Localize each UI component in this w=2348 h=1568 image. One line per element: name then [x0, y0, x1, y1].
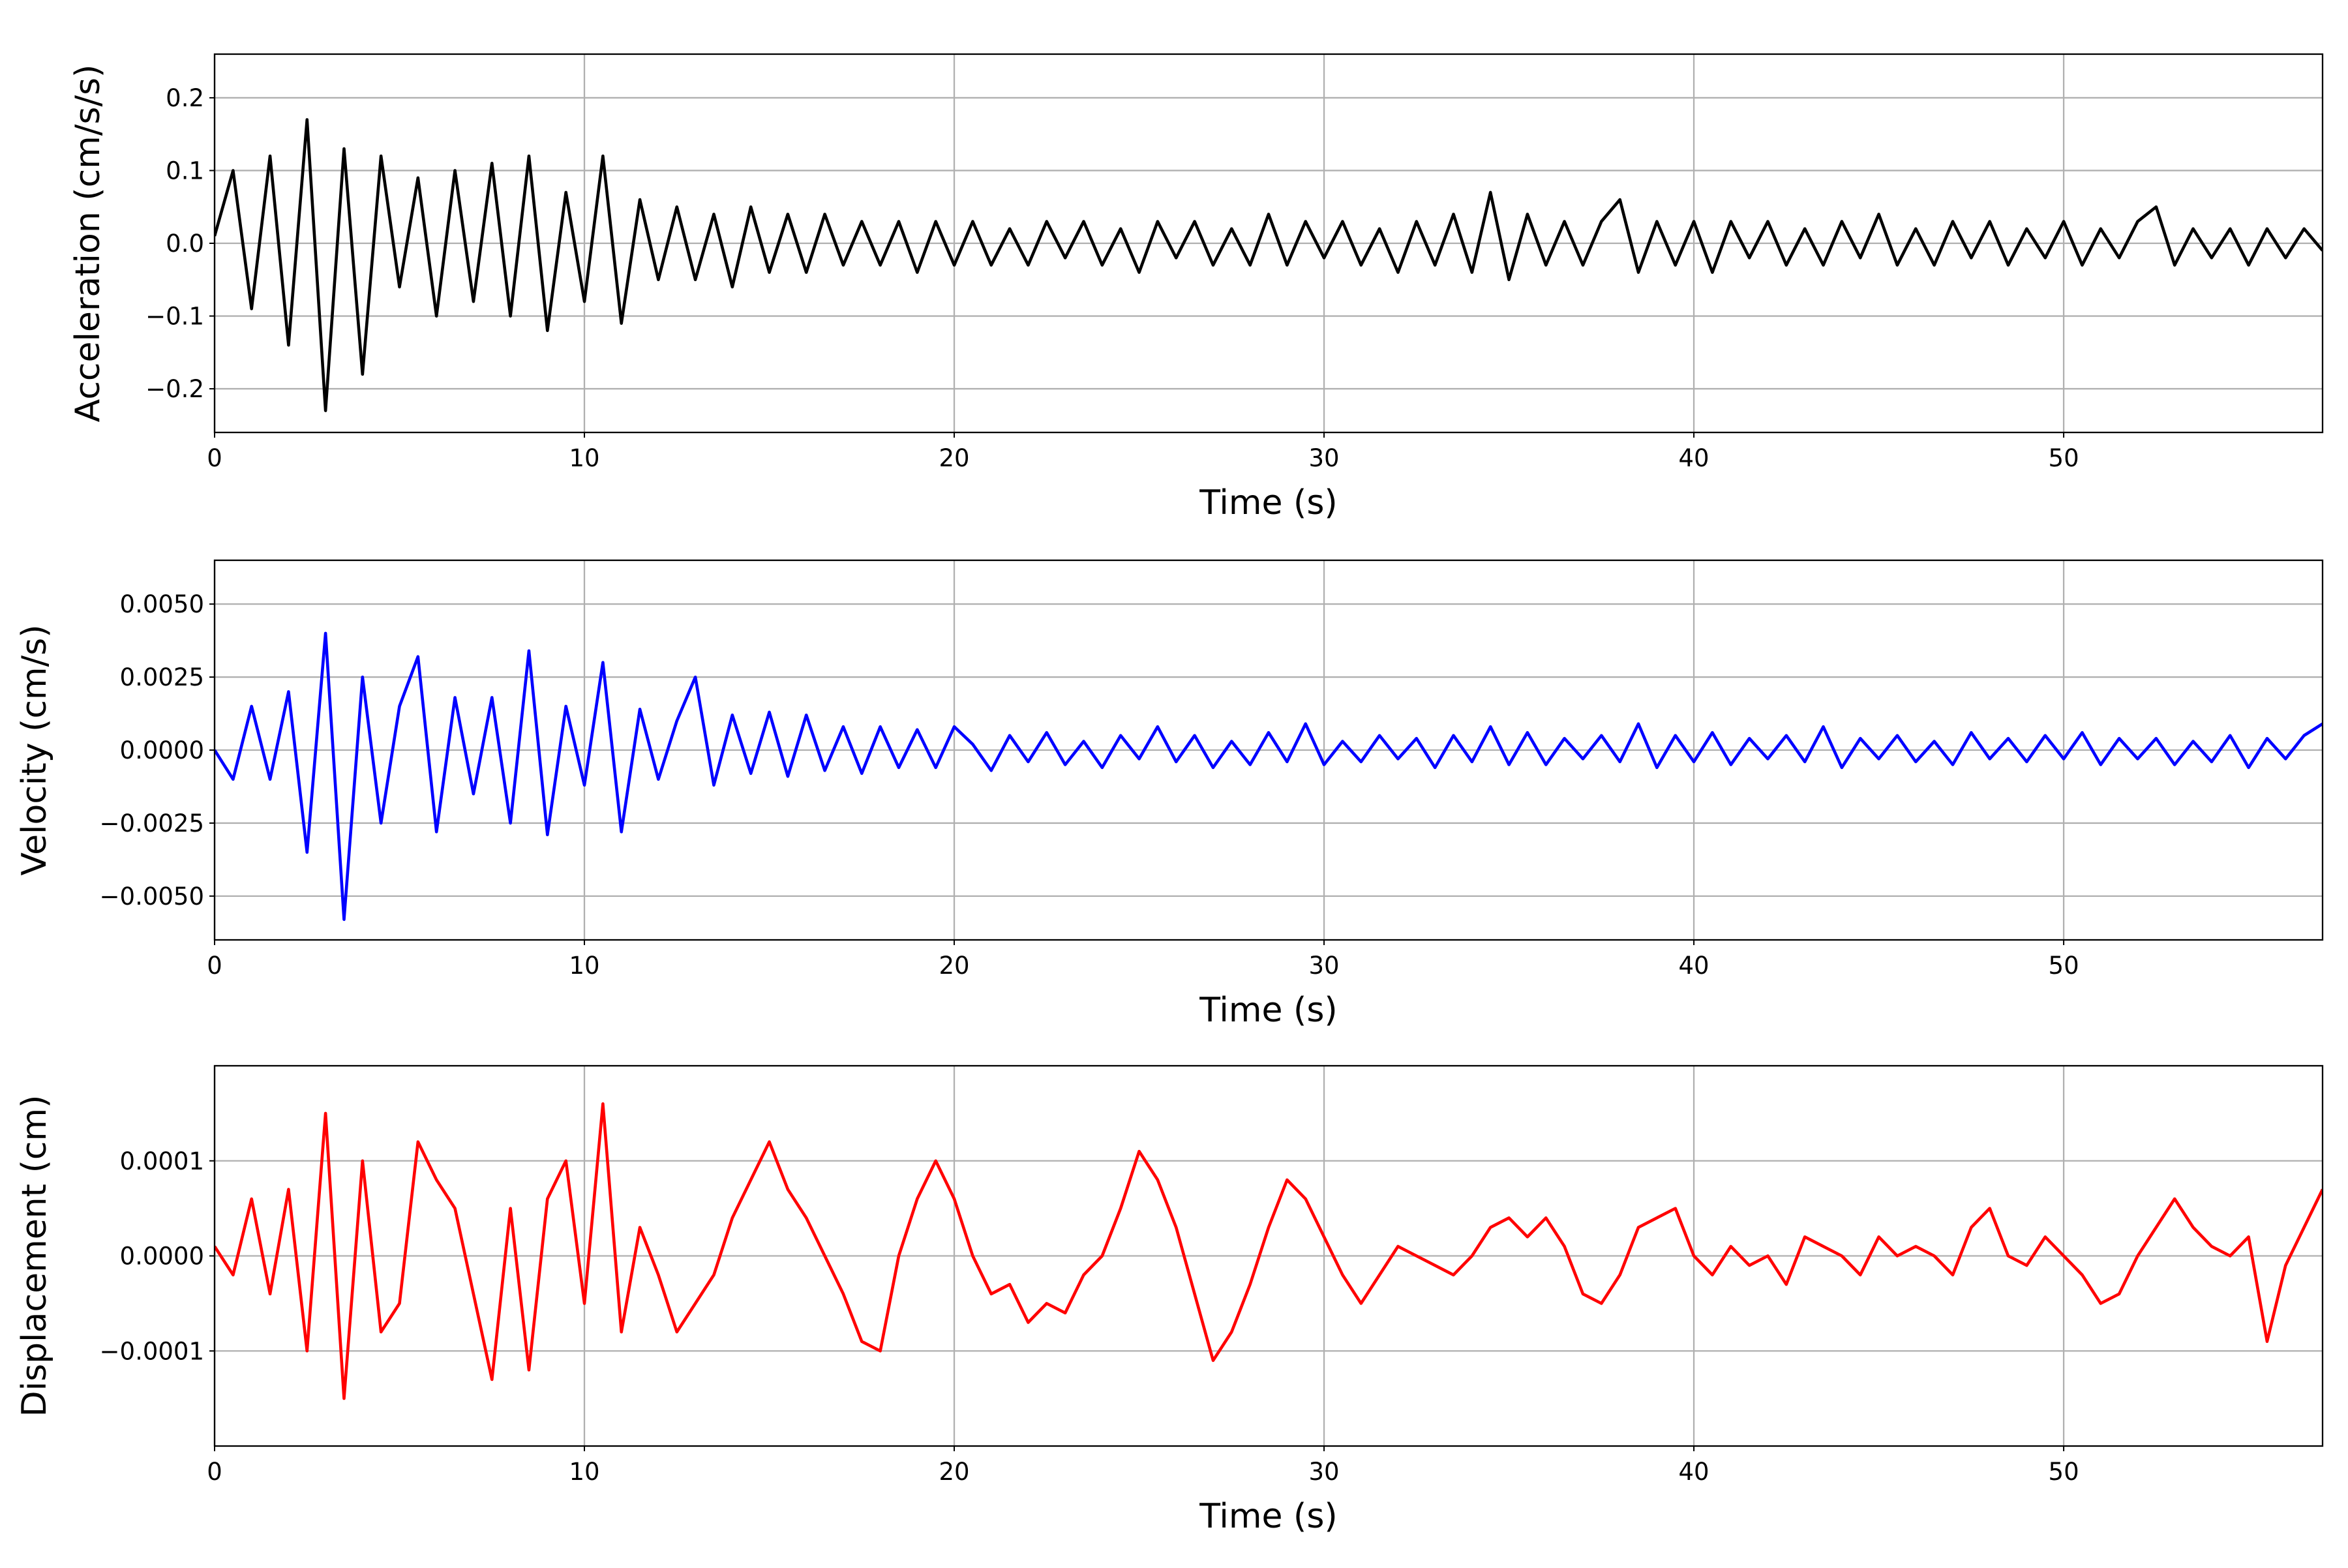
y-tick-label: 0.0025	[120, 663, 204, 691]
data-line	[215, 118, 2323, 412]
y-tick-label: 0.0001	[120, 1147, 204, 1175]
y-tick-label: −0.2	[145, 375, 204, 403]
y-axis-label: Displacement (cm)	[15, 1095, 54, 1417]
y-tick-label: −0.0025	[100, 809, 204, 837]
y-tick-label: 0.2	[166, 84, 204, 112]
y-tick-label: −0.0050	[100, 882, 204, 911]
data-line	[215, 1102, 2323, 1400]
x-axis-label: Time (s)	[1199, 991, 1337, 1030]
y-tick-label: 0.0000	[120, 1243, 204, 1271]
x-axis-label: Time (s)	[1199, 1497, 1337, 1536]
x-tick-label: 50	[2049, 952, 2079, 980]
axes-frame	[213, 1064, 2324, 1447]
x-tick-label: 20	[939, 444, 969, 472]
data-line	[215, 631, 2323, 921]
x-tick-label: 20	[939, 952, 969, 980]
x-tick-label: 30	[1309, 444, 1340, 472]
x-tick-label: 0	[207, 952, 222, 980]
x-tick-label: 40	[1679, 952, 1709, 980]
axes-frame	[213, 53, 2324, 434]
x-tick-label: 40	[1679, 1458, 1709, 1486]
y-tick-label: 0.1	[166, 157, 204, 185]
x-tick-label: 40	[1679, 444, 1709, 472]
y-tick-label: −0.0001	[100, 1337, 204, 1365]
y-tick-label: 0.0050	[120, 590, 204, 618]
y-axis-label: Velocity (cm/s)	[15, 625, 54, 876]
x-axis-label: Time (s)	[1199, 483, 1337, 522]
axes-frame	[213, 559, 2324, 941]
x-tick-label: 0	[207, 444, 222, 472]
y-tick-label: −0.1	[145, 303, 204, 331]
x-tick-label: 10	[569, 444, 599, 472]
y-tick-label: 0.0	[166, 230, 204, 258]
x-tick-label: 10	[569, 952, 599, 980]
x-tick-label: 50	[2049, 444, 2079, 472]
y-axis-label: Acceleration (cm/s/s)	[68, 65, 108, 423]
x-tick-label: 10	[569, 1458, 599, 1486]
x-tick-label: 20	[939, 1458, 969, 1486]
x-tick-label: 0	[207, 1458, 222, 1486]
x-tick-label: 50	[2049, 1458, 2079, 1486]
x-tick-label: 30	[1309, 1458, 1340, 1486]
x-tick-label: 30	[1309, 952, 1340, 980]
y-tick-label: 0.0000	[120, 736, 204, 764]
